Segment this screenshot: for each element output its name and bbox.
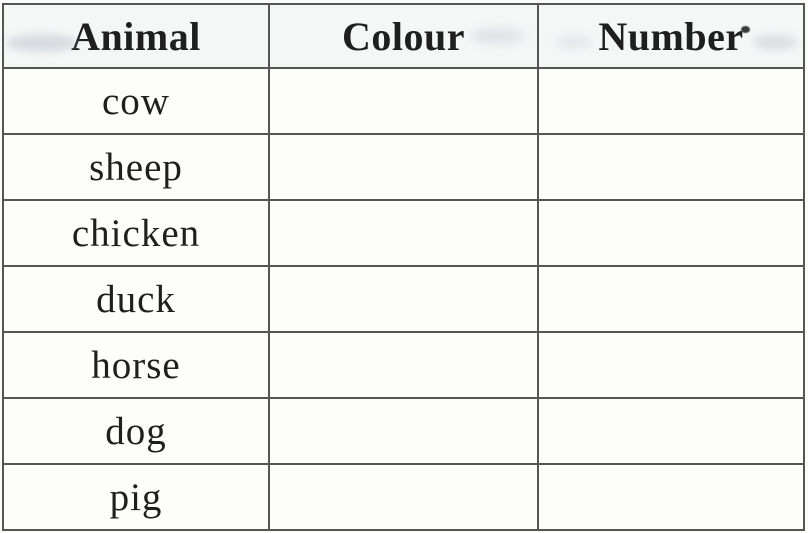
header-cell-colour: Colour <box>268 3 539 69</box>
animal-name-cell: sheep <box>2 133 270 201</box>
number-fill-cell <box>537 265 805 333</box>
header-cell-animal: Animal <box>2 3 270 69</box>
number-fill-cell <box>537 463 805 531</box>
number-fill-cell <box>537 199 805 267</box>
table-row: sheep <box>2 133 805 201</box>
number-fill-cell <box>537 397 805 465</box>
colour-fill-cell <box>268 463 539 531</box>
colour-fill-cell <box>268 67 539 135</box>
animal-name-cell: dog <box>2 397 270 465</box>
header-row: Animal Colour Number <box>2 3 805 69</box>
colour-fill-cell <box>268 133 539 201</box>
animal-name-cell: chicken <box>2 199 270 267</box>
table-row: dog <box>2 397 805 465</box>
table-row: duck <box>2 265 805 333</box>
table-row: cow <box>2 67 805 135</box>
colour-fill-cell <box>268 397 539 465</box>
table-row: chicken <box>2 199 805 267</box>
header-cell-number: Number <box>537 3 805 69</box>
animal-name-cell: cow <box>2 67 270 135</box>
colour-fill-cell <box>268 199 539 267</box>
table-row: pig <box>2 463 805 531</box>
number-fill-cell <box>537 133 805 201</box>
number-fill-cell <box>537 331 805 399</box>
animal-colour-number-table: Animal Colour Number cow sheep chicken <box>2 3 805 531</box>
animal-name-cell: duck <box>2 265 270 333</box>
animal-name-cell: horse <box>2 331 270 399</box>
table-row: horse <box>2 331 805 399</box>
animal-name-cell: pig <box>2 463 270 531</box>
colour-fill-cell <box>268 265 539 333</box>
colour-fill-cell <box>268 331 539 399</box>
number-fill-cell <box>537 67 805 135</box>
